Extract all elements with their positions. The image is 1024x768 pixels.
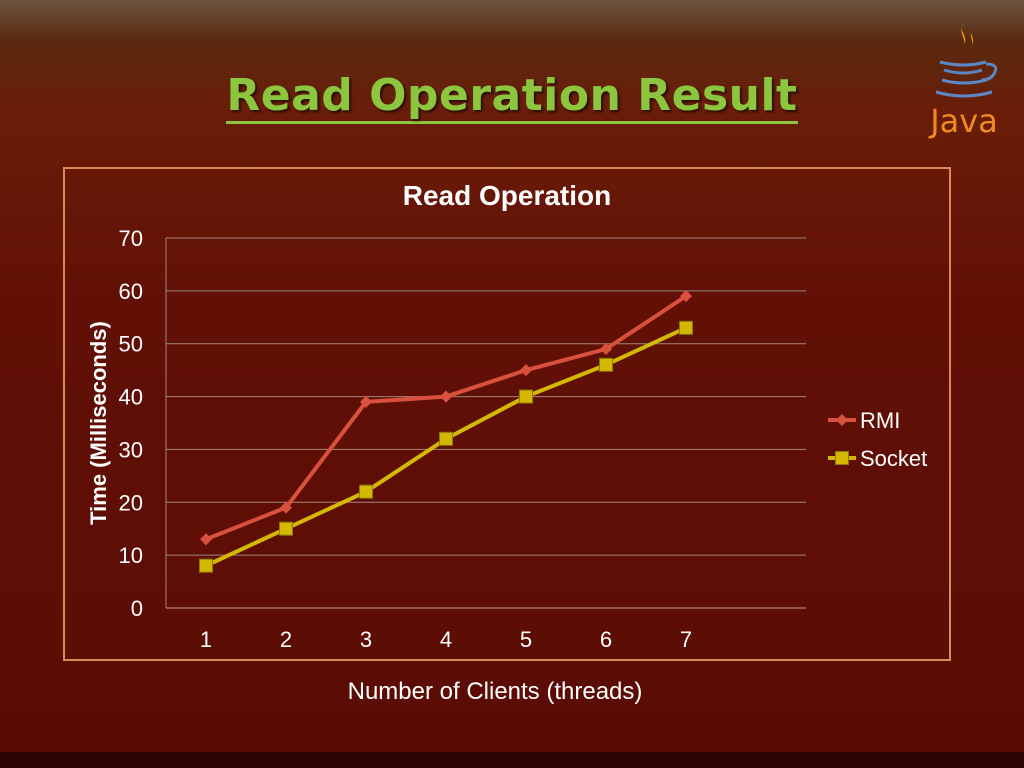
- y-axis-tick-labels: 0 10 20 30 40 50 60 70: [119, 226, 143, 621]
- data-point: [439, 431, 453, 446]
- data-point: [440, 390, 452, 403]
- y-tick-label: 60: [119, 279, 143, 304]
- java-logo-text: Java: [930, 102, 998, 140]
- slide-title-text: Read Operation Result: [226, 70, 798, 124]
- y-tick-label: 10: [119, 543, 143, 568]
- data-point: [519, 389, 533, 404]
- data-point: [359, 484, 373, 499]
- x-tick-label: 6: [600, 627, 612, 652]
- y-tick-label: 50: [119, 332, 143, 357]
- x-tick-label: 2: [280, 627, 292, 652]
- y-tick-label: 20: [119, 490, 143, 515]
- series-line-socket: [205, 326, 687, 568]
- series-line-rmi: [205, 294, 688, 542]
- x-tick-label: 5: [520, 627, 532, 652]
- legend-label: RMI: [860, 408, 900, 433]
- chart-title: Read Operation: [402, 180, 612, 211]
- x-tick-label: 4: [440, 627, 452, 652]
- legend-item-socket: Socket: [828, 446, 927, 471]
- data-point: [280, 501, 292, 514]
- slide-bottom-strip: [0, 752, 1024, 768]
- data-point: [600, 343, 612, 355]
- legend-marker: [836, 414, 848, 426]
- data-point: [599, 357, 613, 372]
- y-axis-label: Time (Milliseconds): [86, 321, 111, 525]
- data-point: [360, 395, 372, 408]
- chart-legend: RMI Socket: [828, 408, 927, 471]
- y-tick-label: 70: [119, 226, 143, 251]
- y-tick-label: 40: [119, 385, 143, 410]
- legend-label: Socket: [860, 446, 927, 471]
- x-axis-label: Number of Clients (threads): [347, 678, 643, 705]
- data-point: [520, 364, 532, 377]
- java-logo: Java: [926, 18, 1002, 148]
- data-point: [200, 533, 212, 546]
- chart-frame: [63, 167, 951, 661]
- series-rmi: [200, 290, 692, 546]
- data-point: [680, 290, 692, 303]
- y-tick-label: 30: [119, 437, 143, 462]
- x-tick-label: 1: [200, 627, 212, 652]
- legend-marker: [835, 451, 849, 465]
- x-tick-label: 3: [360, 627, 372, 652]
- data-point: [279, 521, 293, 536]
- legend-item-rmi: RMI: [828, 408, 900, 433]
- series-socket: [199, 320, 693, 573]
- x-axis-tick-labels: 1 2 3 4 5 6 7: [200, 627, 692, 652]
- x-tick-label: 7: [680, 627, 692, 652]
- chart-series: [199, 290, 693, 573]
- java-cup-icon: [935, 22, 998, 98]
- data-point: [679, 320, 693, 335]
- chart-gridlines: [165, 237, 806, 609]
- y-tick-label: 0: [131, 596, 143, 621]
- slide-title: Read Operation Result: [0, 70, 1024, 124]
- data-point: [199, 558, 213, 573]
